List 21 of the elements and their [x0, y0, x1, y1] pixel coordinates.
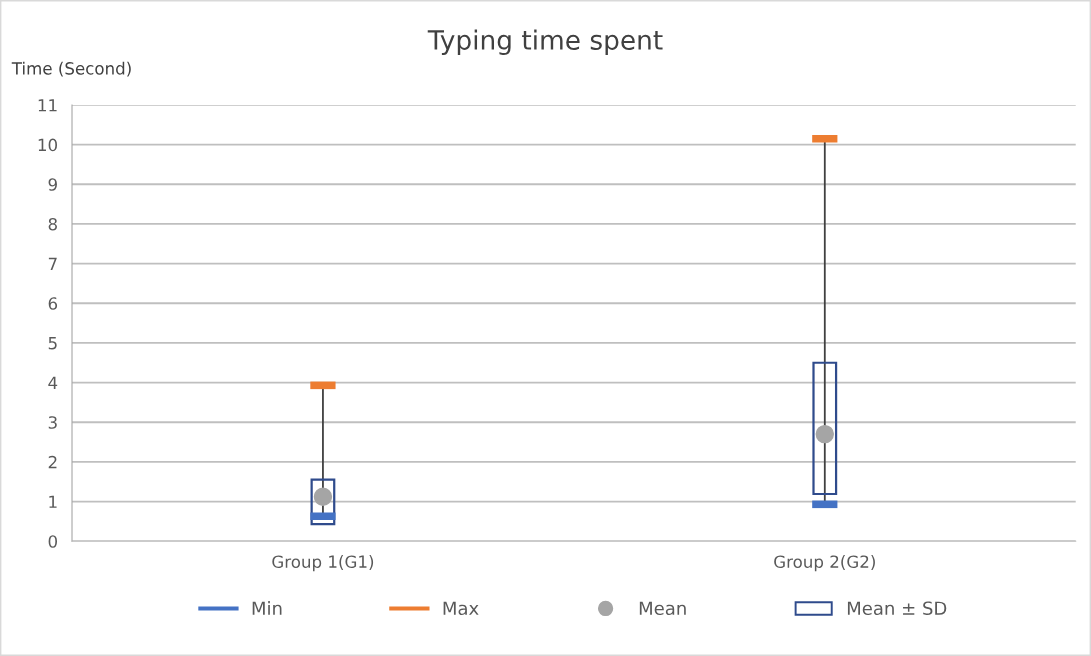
y-tick-label: 10 [38, 138, 58, 152]
y-tick-label: 3 [48, 416, 57, 429]
y-tick-label: 8 [48, 217, 57, 231]
y-tick-label: 6 [48, 297, 58, 310]
y-tick-label: 4 [48, 376, 58, 389]
point [815, 424, 834, 444]
y-tick-label: 5 [48, 337, 57, 350]
y-tick-label: 9 [48, 178, 57, 191]
x-tick-label: Group 2(G2) [774, 555, 875, 572]
y-tick-label: 1 [49, 495, 57, 508]
y-tick-label: 0 [48, 535, 58, 548]
y-axis-title: Time (Second) [11, 61, 131, 77]
y-tick-label: 2 [48, 455, 57, 469]
chart-title: Typing time spent [427, 29, 663, 56]
legend-label: Min [252, 601, 282, 615]
y-tick-label: 11 [38, 99, 57, 112]
x-tick-label: Group 1(G1) [272, 555, 374, 572]
legend-label: Mean [639, 601, 686, 616]
y-tick-label: 7 [48, 257, 57, 270]
legend-label: Max [443, 601, 479, 616]
legend-label: Mean ± SD [847, 601, 947, 616]
